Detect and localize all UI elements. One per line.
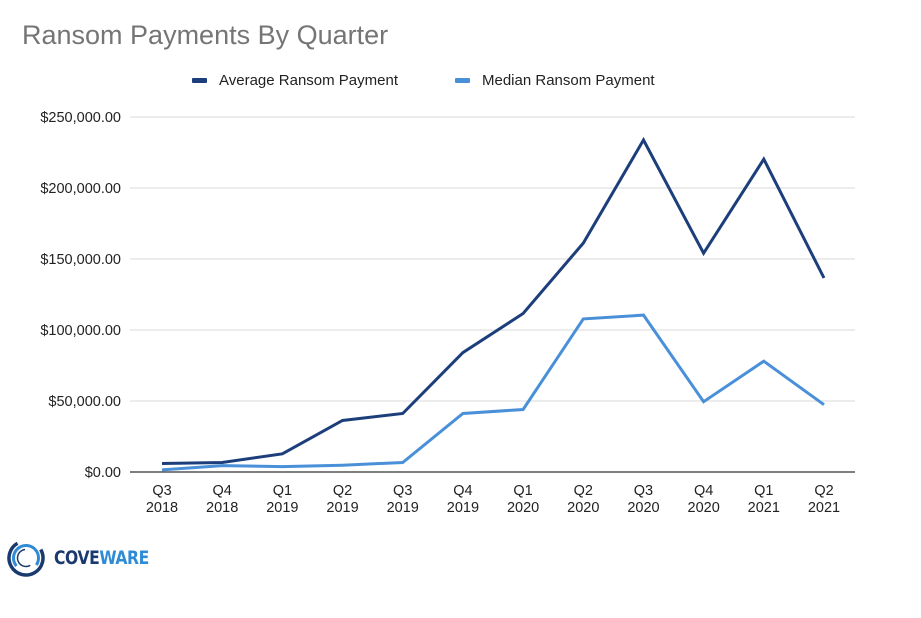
series-line-average [161, 136, 826, 465]
x-axis: Q3 2018 Q4 2018 Q1 2019 Q2 2019 Q3 2019 Q4 2019 Q1 20… [146, 483, 840, 516]
x-tick-label: Q2 2020 [567, 483, 599, 516]
x-tick-label: Q1 2020 [507, 483, 539, 516]
chart-title: Ransom Payments By Quarter [22, 20, 389, 50]
legend-swatch-average-icon [192, 78, 207, 83]
gridlines [130, 116, 855, 473]
y-tick-label: $50,000.00 [48, 394, 121, 410]
legend-swatch-median-icon [455, 78, 470, 83]
y-tick-label: $250,000.00 [40, 110, 121, 126]
x-tick-label: Q2 2019 [326, 483, 358, 516]
coveware-ring-logo-icon [7, 539, 45, 577]
x-tick-label: Q2 2021 [808, 483, 840, 516]
x-tick-label: Q3 2019 [387, 483, 419, 516]
y-tick-label: $200,000.00 [40, 181, 121, 197]
legend-label-median: Median Ransom Payment [482, 72, 655, 89]
x-tick-label: Q4 2020 [688, 483, 720, 516]
y-axis: $0.00 $50,000.00 $100,000.00 $150,000.00 $20… [40, 110, 121, 481]
x-tick-label: Q4 2018 [206, 483, 238, 516]
series-line-median [161, 313, 825, 472]
x-tick-label: Q1 2021 [748, 483, 780, 516]
y-tick-label: $0.00 [85, 465, 121, 481]
logo-wordmark: COVEWARE [54, 547, 149, 569]
x-tick-label: Q3 2020 [627, 483, 659, 516]
y-tick-label: $150,000.00 [40, 252, 121, 268]
legend-label-average: Average Ransom Payment [219, 72, 398, 89]
legend-item-average: Average Ransom Payment [192, 72, 398, 89]
x-tick-label: Q3 2018 [146, 483, 178, 516]
x-tick-label: Q4 2019 [447, 483, 479, 516]
y-tick-label: $100,000.00 [40, 323, 121, 339]
chart-legend: Average Ransom Payment Median Ransom Pay… [0, 72, 921, 92]
series-lines [161, 136, 826, 472]
x-tick-label: Q1 2019 [266, 483, 298, 516]
coveware-logo: COVEWARE [6, 538, 170, 578]
legend-item-median: Median Ransom Payment [455, 72, 655, 89]
